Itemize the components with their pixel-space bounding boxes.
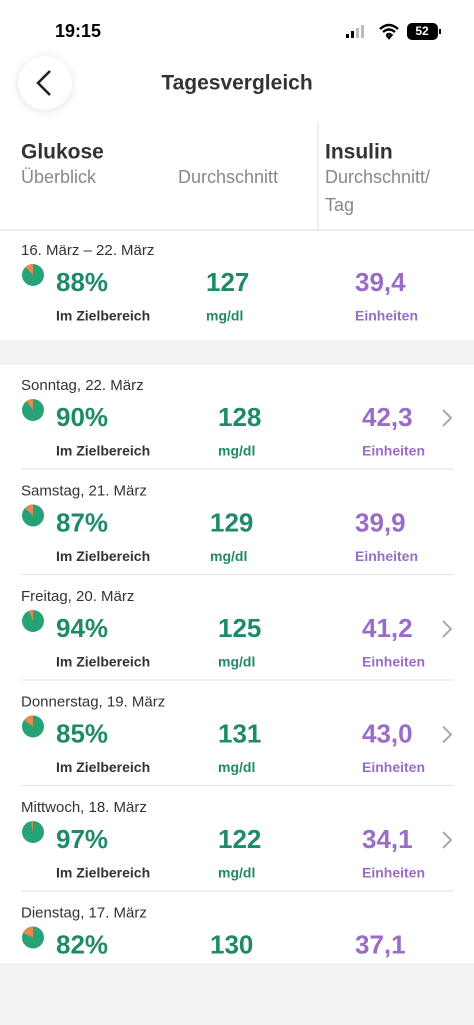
in-range-caption: Im Zielbereich [56,443,150,459]
insulin-title: Insulin [325,141,393,164]
out-of-range-slice [30,821,33,832]
chevron [442,409,453,427]
battery-icon [407,23,438,40]
header-title: Tagesvergleich [161,72,312,95]
out-of-range-slice [23,926,33,938]
back-button[interactable] [18,56,72,110]
section-gap [0,340,474,365]
wifi-icon [379,23,399,40]
glucose-unit: mg/dl [218,865,255,881]
date: Sonntag, 22. März [21,377,144,394]
in-range: 82% [56,929,108,959]
out-of-range-slice [24,504,33,516]
glucose-unit: mg/dl [218,443,255,459]
insulin-average: 42,3 [362,402,413,432]
glucose-unit: mg/dl [206,308,243,324]
insulin-average: 39,9 [355,507,406,537]
in-range-caption: Im Zielbereich [56,308,150,324]
glucose-average: 129 [210,507,253,537]
out-of-range-slice [26,399,33,410]
in-range: 90% [56,402,108,432]
insulin-unit: Einheiten [362,443,425,459]
insulin-unit: Einheiten [362,654,425,670]
chevron [442,725,453,744]
insulin-average: 43,0 [362,718,413,748]
date: Donnerstag, 19. März [21,693,165,710]
glucose-average: 127 [206,267,249,297]
glucose-average: 128 [218,402,261,432]
insulin-average: 39,4 [355,267,406,297]
date: Mittwoch, 18. März [21,799,147,816]
date: Freitag, 20. März [21,588,134,605]
in-range: 85% [56,718,108,748]
insulin-unit: Einheiten [355,548,418,564]
glucose-sub: Überblick [21,167,97,187]
out-of-range-slice [24,715,33,727]
out-of-range-slice [25,264,33,275]
battery-tip [439,29,441,34]
glucose-average: 131 [218,718,261,748]
in-range: 94% [56,613,108,643]
glucose-average: 130 [210,929,253,959]
insulin-average: 34,1 [362,824,413,854]
in-range-caption: Im Zielbereich [56,548,150,564]
insulin-unit: Einheiten [355,308,418,324]
in-range: 97% [56,824,108,854]
in-range-caption: Im Zielbereich [56,865,150,881]
in-range-caption: Im Zielbereich [56,759,150,775]
insulin-average: 41,2 [362,613,413,643]
glucose-unit: mg/dl [210,548,247,564]
glucose-average: 125 [218,613,261,643]
insulin-unit: Einheiten [362,759,425,775]
glucose-title: Glukose [21,141,104,164]
date: Samstag, 21. März [21,482,147,499]
date: Dienstag, 17. März [21,904,147,921]
in-range: 88% [56,267,108,297]
battery-level: 52 [415,24,429,38]
insulin-average: 37,1 [355,929,406,959]
signal-icon [346,25,364,38]
back-arrow [36,70,51,96]
in-range-caption: Im Zielbereich [56,654,150,670]
in-range: 87% [56,507,108,537]
out-of-range-slice [28,610,33,621]
date: 16. März – 22. März [21,242,154,259]
content-bg [0,0,474,963]
glucose-average: 122 [218,824,261,854]
glucose-unit: mg/dl [218,654,255,670]
chevron [442,620,453,638]
chevron [442,831,453,849]
average-label: Durchschnitt [178,167,278,187]
glucose-unit: mg/dl [218,759,255,775]
insulin-unit: Einheiten [362,865,425,881]
insulin-sub: Durchschnitt/ [325,167,430,187]
insulin-sub: Tag [325,195,354,215]
status-time: 19:15 [55,21,101,41]
